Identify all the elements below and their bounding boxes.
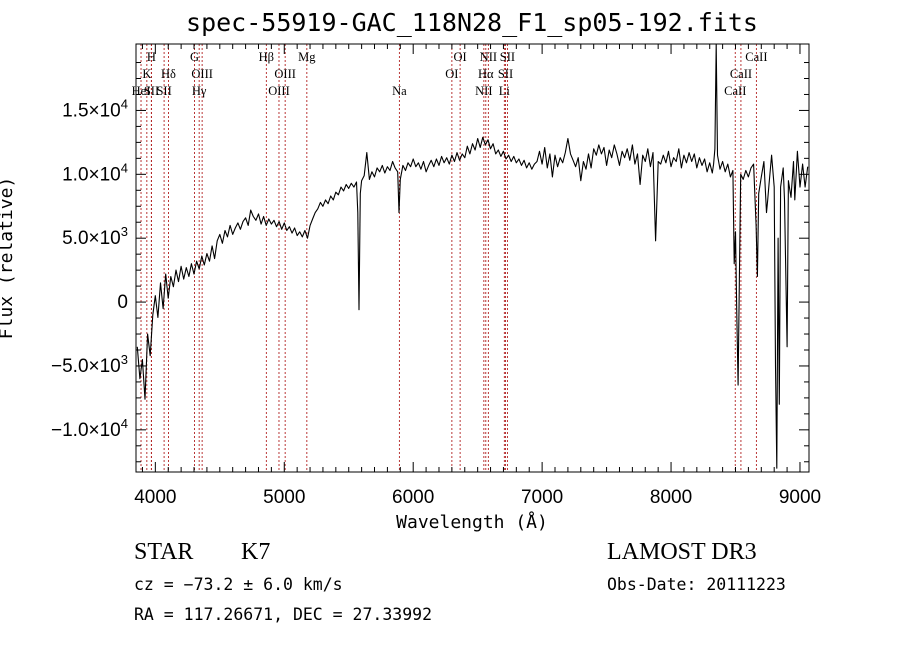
y-tick-exponent: 4 bbox=[121, 96, 128, 111]
emission-line-label: CaII bbox=[724, 84, 746, 98]
y-tick-label: 0 bbox=[117, 292, 128, 313]
y-tick-mantissa: 1.0×10 bbox=[62, 164, 121, 185]
emission-line-labels: HeIKHSIISIIHδGHγOIIIHβOIIIOIIIMgNaOIOINI… bbox=[132, 50, 768, 98]
emission-line-label: SII bbox=[500, 50, 515, 64]
axis-ticks bbox=[136, 44, 809, 472]
observation-date: Obs-Date: 20111223 bbox=[607, 575, 786, 594]
x-tick-label: 8000 bbox=[650, 487, 692, 508]
plot-frame bbox=[135, 43, 810, 473]
coordinates: RA = 117.26671, DEC = 27.33992 bbox=[134, 605, 432, 624]
emission-line-markers bbox=[140, 44, 757, 472]
emission-line-label: Mg bbox=[298, 50, 316, 64]
x-tick-label: 6000 bbox=[392, 487, 434, 508]
emission-line-label: OIII bbox=[191, 67, 213, 81]
x-tick-label: 9000 bbox=[779, 487, 821, 508]
y-tick-mantissa: 0 bbox=[117, 292, 128, 313]
emission-line-label: SII bbox=[144, 84, 159, 98]
spectrum-line-0 bbox=[136, 43, 809, 469]
y-tick-mantissa: −1.0×10 bbox=[51, 420, 121, 441]
emission-line-label: SII bbox=[498, 67, 513, 81]
object-class: STAR bbox=[134, 539, 193, 565]
x-tick-label: 4000 bbox=[134, 487, 176, 508]
emission-line-label: NII bbox=[475, 84, 492, 98]
y-tick-exponent: 4 bbox=[121, 416, 128, 431]
y-tick-mantissa: 5.0×10 bbox=[62, 228, 121, 249]
emission-line-label: Hδ bbox=[161, 67, 176, 81]
y-tick-label: 1.0×104 bbox=[62, 160, 128, 185]
emission-line-label: Li bbox=[499, 84, 511, 98]
emission-line-label: SII bbox=[156, 84, 171, 98]
emission-line-label: Na bbox=[392, 84, 407, 98]
x-tick-labels: 4000 5000 6000 7000 8000 9000 bbox=[134, 487, 821, 508]
x-tick-label: 5000 bbox=[263, 487, 305, 508]
emission-line-label: CaII bbox=[730, 67, 752, 81]
y-tick-label: −1.0×104 bbox=[51, 416, 128, 441]
emission-line-label: Hγ bbox=[192, 84, 207, 98]
emission-line-label: G bbox=[190, 50, 199, 64]
emission-line-label: OIII bbox=[274, 67, 296, 81]
y-tick-exponent: 3 bbox=[121, 352, 128, 367]
emission-line-label: Hβ bbox=[259, 50, 274, 64]
emission-line-label: NII bbox=[480, 50, 497, 64]
y-tick-label: 5.0×103 bbox=[62, 224, 128, 249]
x-tick-label: 7000 bbox=[521, 487, 563, 508]
y-tick-mantissa: −5.0×10 bbox=[51, 356, 121, 377]
object-subclass: K7 bbox=[241, 539, 270, 565]
y-tick-mantissa: 1.5×10 bbox=[62, 100, 121, 121]
chart-title: spec-55919-GAC_118N28_F1_sp05-192.fits bbox=[186, 8, 758, 37]
y-tick-exponent: 3 bbox=[121, 224, 128, 239]
y-tick-label: 1.5×104 bbox=[62, 96, 128, 121]
emission-line-label: OI bbox=[454, 50, 467, 64]
y-tick-exponent: 4 bbox=[121, 160, 128, 175]
emission-line-label: OI bbox=[445, 67, 458, 81]
y-axis-label: Flux (relative) bbox=[0, 177, 17, 340]
emission-line-label: K bbox=[142, 67, 151, 81]
emission-line-label: H bbox=[147, 50, 156, 64]
spectrum-series bbox=[136, 43, 809, 469]
emission-line-label: OIII bbox=[268, 84, 290, 98]
y-tick-label: −5.0×103 bbox=[51, 352, 128, 377]
emission-line-label: Hα bbox=[478, 67, 494, 81]
survey-name: LAMOST DR3 bbox=[607, 539, 757, 565]
x-axis-label: Wavelength (Å) bbox=[396, 511, 548, 533]
emission-line-label: CaII bbox=[745, 50, 767, 64]
redshift-cz: cz = −73.2 ± 6.0 km/s bbox=[134, 575, 343, 594]
